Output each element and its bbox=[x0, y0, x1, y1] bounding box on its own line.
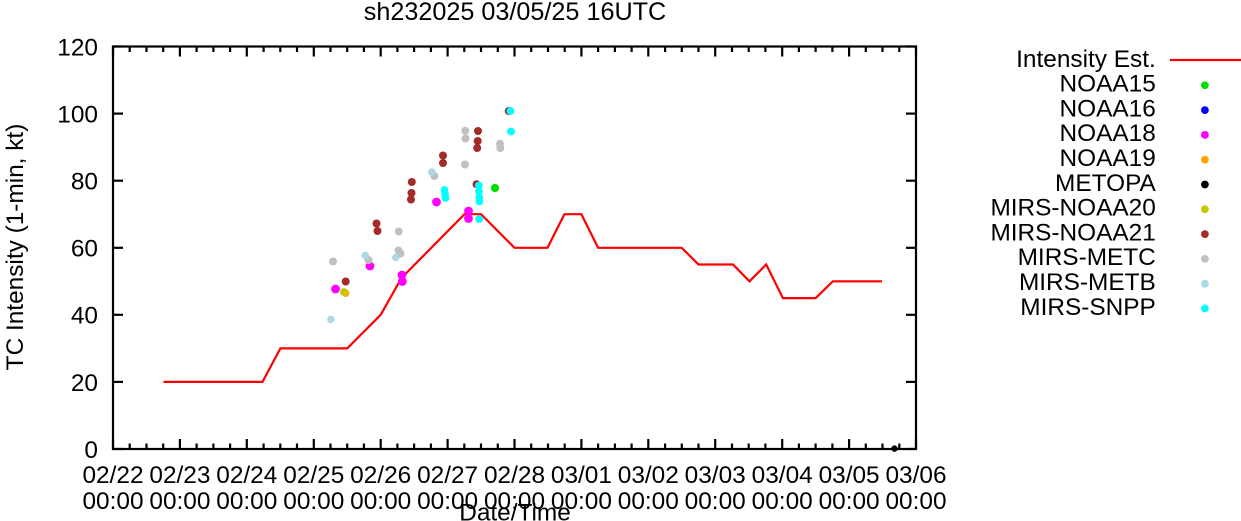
svg-text:00:00: 00:00 bbox=[819, 488, 880, 515]
svg-text:MIRS-NOAA21: MIRS-NOAA21 bbox=[990, 219, 1155, 246]
svg-text:Intensity Est.: Intensity Est. bbox=[1016, 46, 1156, 73]
svg-text:TC Intensity (1-min, kt): TC Intensity (1-min, kt) bbox=[2, 124, 29, 371]
svg-text:MIRS-NOAA20: MIRS-NOAA20 bbox=[990, 195, 1155, 222]
svg-text:03/04: 03/04 bbox=[752, 462, 813, 489]
svg-text:02/26: 02/26 bbox=[350, 462, 411, 489]
svg-text:00:00: 00:00 bbox=[417, 488, 478, 515]
svg-text:00:00: 00:00 bbox=[618, 488, 679, 515]
svg-text:NOAA19: NOAA19 bbox=[1060, 145, 1156, 172]
svg-text:20: 20 bbox=[71, 370, 98, 397]
svg-text:00:00: 00:00 bbox=[149, 488, 210, 515]
svg-text:NOAA18: NOAA18 bbox=[1060, 120, 1156, 147]
svg-text:03/05: 03/05 bbox=[819, 462, 880, 489]
svg-text:00:00: 00:00 bbox=[216, 488, 277, 515]
svg-text:00:00: 00:00 bbox=[350, 488, 411, 515]
svg-text:METOPA: METOPA bbox=[1055, 170, 1156, 197]
svg-text:00:00: 00:00 bbox=[885, 488, 946, 515]
svg-text:00:00: 00:00 bbox=[752, 488, 813, 515]
svg-text:03/01: 03/01 bbox=[551, 462, 612, 489]
svg-text:00:00: 00:00 bbox=[551, 488, 612, 515]
svg-text:100: 100 bbox=[57, 102, 98, 129]
svg-text:03/06: 03/06 bbox=[885, 462, 946, 489]
svg-text:02/24: 02/24 bbox=[216, 462, 277, 489]
svg-text:03/02: 03/02 bbox=[618, 462, 679, 489]
svg-text:00:00: 00:00 bbox=[283, 488, 344, 515]
svg-text:02/27: 02/27 bbox=[417, 462, 478, 489]
svg-text:02/28: 02/28 bbox=[484, 462, 545, 489]
svg-text:120: 120 bbox=[57, 34, 98, 61]
svg-text:00:00: 00:00 bbox=[685, 488, 746, 515]
svg-text:sh232025 03/05/25 16UTC: sh232025 03/05/25 16UTC bbox=[364, 0, 666, 26]
svg-text:02/22: 02/22 bbox=[82, 462, 143, 489]
svg-text:MIRS-METB: MIRS-METB bbox=[1019, 269, 1156, 296]
svg-text:00:00: 00:00 bbox=[82, 488, 143, 515]
svg-text:02/23: 02/23 bbox=[149, 462, 210, 489]
svg-text:NOAA15: NOAA15 bbox=[1060, 71, 1156, 98]
svg-text:40: 40 bbox=[71, 303, 98, 330]
svg-text:02/25: 02/25 bbox=[283, 462, 344, 489]
svg-text:MIRS-METC: MIRS-METC bbox=[1018, 244, 1156, 271]
svg-text:MIRS-SNPP: MIRS-SNPP bbox=[1020, 294, 1156, 321]
svg-text:Date/Time: Date/Time bbox=[459, 500, 571, 521]
svg-text:80: 80 bbox=[71, 169, 98, 196]
svg-text:0: 0 bbox=[84, 437, 98, 464]
svg-text:NOAA16: NOAA16 bbox=[1060, 95, 1156, 122]
svg-text:03/03: 03/03 bbox=[685, 462, 746, 489]
svg-text:00:00: 00:00 bbox=[484, 488, 545, 515]
svg-text:60: 60 bbox=[71, 236, 98, 263]
